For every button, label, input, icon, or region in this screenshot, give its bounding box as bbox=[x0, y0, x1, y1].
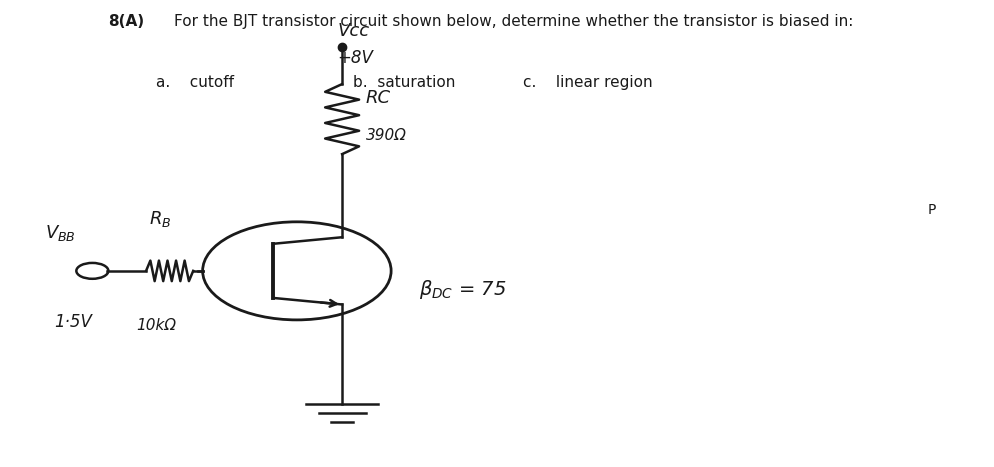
Text: RC: RC bbox=[366, 89, 391, 107]
Text: +8V: +8V bbox=[337, 49, 374, 67]
Text: 1·5V: 1·5V bbox=[55, 313, 92, 331]
Text: 10kΩ: 10kΩ bbox=[136, 318, 177, 333]
Text: Vcc: Vcc bbox=[337, 21, 370, 40]
Text: For the BJT transistor circuit shown below, determine whether the transistor is : For the BJT transistor circuit shown bel… bbox=[174, 14, 854, 29]
Text: $V_{BB}$: $V_{BB}$ bbox=[46, 223, 77, 243]
Text: a.    cutoff: a. cutoff bbox=[155, 75, 234, 90]
Text: 8(A): 8(A) bbox=[108, 14, 144, 29]
Text: c.    linear region: c. linear region bbox=[523, 75, 653, 90]
Text: $\beta_{DC}$ = 75: $\beta_{DC}$ = 75 bbox=[419, 278, 507, 301]
Text: P: P bbox=[927, 203, 936, 217]
Text: b.  saturation: b. saturation bbox=[354, 75, 456, 90]
Text: 390Ω: 390Ω bbox=[366, 128, 407, 143]
Text: $R_B$: $R_B$ bbox=[149, 209, 171, 229]
